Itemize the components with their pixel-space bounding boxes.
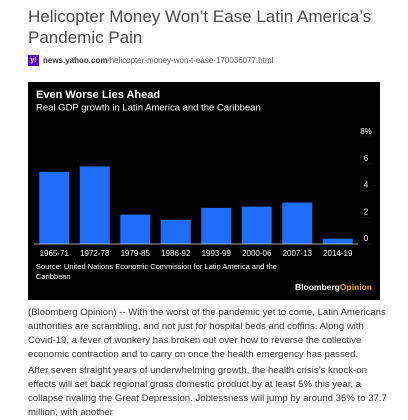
- x-tick-label: 1993-99: [202, 249, 232, 258]
- bar: [39, 171, 70, 244]
- x-tick-label: 1972-78: [80, 249, 110, 258]
- bar: [120, 214, 151, 244]
- bar: [322, 238, 353, 244]
- source-link[interactable]: y! news.yahoo.com/helicopter-money-won-t…: [28, 53, 273, 67]
- y-tick-label: 8%: [360, 127, 372, 136]
- url-domain: news.yahoo.com: [43, 55, 108, 65]
- logo-bloomberg: Bloomberg: [295, 282, 340, 292]
- chart-title: Even Worse Lies Ahead: [36, 89, 160, 101]
- bar: [241, 206, 272, 244]
- paragraph: After seven straight years of underwhelm…: [28, 365, 387, 418]
- x-tick-label: 2000-06: [242, 249, 272, 258]
- x-tick-label: 1979-85: [121, 249, 151, 258]
- bar: [201, 207, 232, 244]
- y-tick-label: 0: [364, 234, 369, 243]
- source-line: Caribbean: [36, 272, 71, 281]
- yahoo-icon: y!: [28, 54, 39, 66]
- url: news.yahoo.com/helicopter-money-won-t-ea…: [43, 56, 273, 65]
- logo-opinion: Opinion: [340, 282, 372, 292]
- chart: Even Worse Lies Ahead Real GDP growth in…: [28, 82, 380, 300]
- x-tick-label: 1986-92: [161, 249, 191, 258]
- article-title: Helicopter Money Won’t Ease Latin Americ…: [28, 7, 372, 47]
- source-line: Source: United Nations Economic Commissi…: [36, 262, 277, 271]
- paragraph: (Bloomberg Opinion) -- With the worst of…: [28, 307, 386, 360]
- page: {"header": {"title": "Helicopter Money W…: [28, 7, 387, 418]
- bar: [282, 202, 313, 244]
- y-tick-label: 2: [364, 207, 369, 216]
- y-tick-label: 6: [364, 154, 369, 163]
- url-path: /helicopter-money-won-t-ease-170036077.h…: [107, 55, 274, 65]
- x-tick-label: 2014-19: [323, 249, 353, 258]
- chart-logo: BloombergOpinion: [295, 282, 372, 292]
- bar: [79, 166, 110, 244]
- x-tick-label: 2007-13: [283, 249, 313, 258]
- chart-subtitle: Real GDP growth in Latin America and the…: [36, 103, 261, 114]
- y-tick-label: 4: [364, 181, 369, 190]
- bar: [160, 219, 191, 244]
- x-tick-label: 1965-71: [40, 249, 70, 258]
- chart-source: Source: United Nations Economic Commissi…: [36, 262, 277, 281]
